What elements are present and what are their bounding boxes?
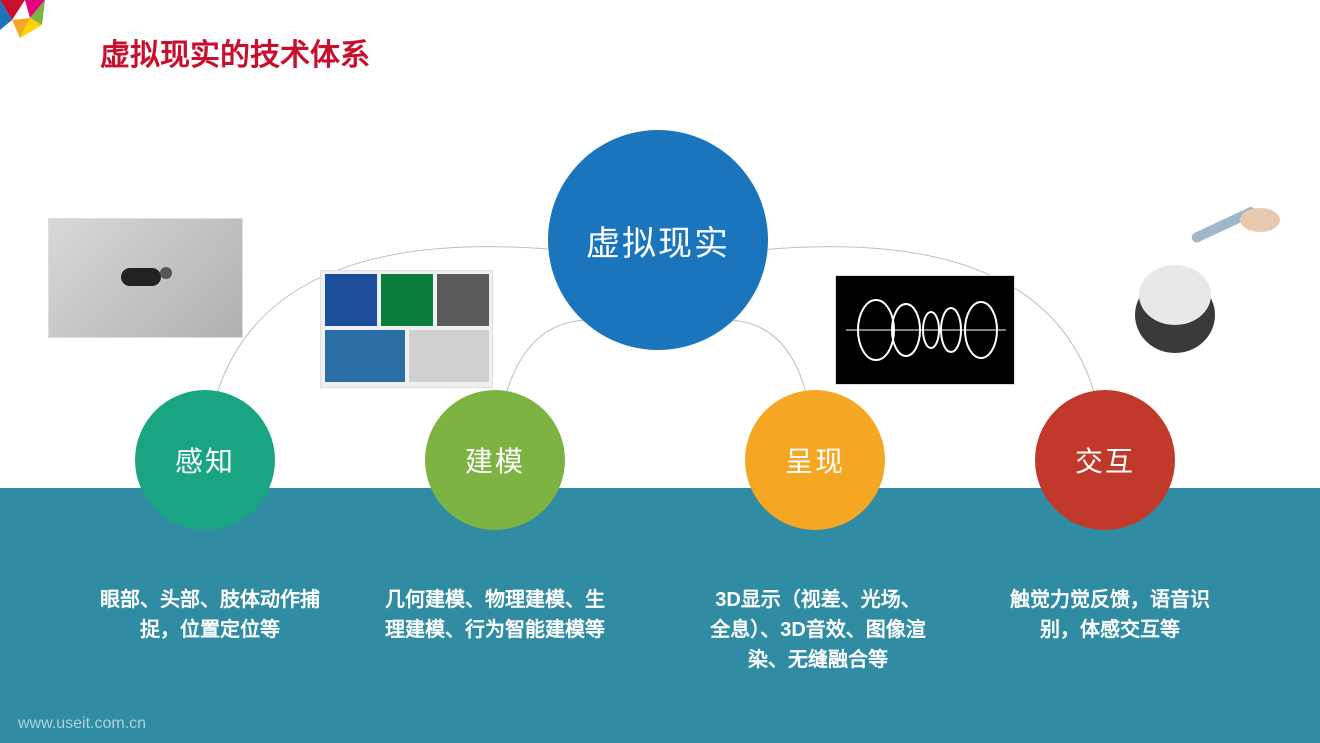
image-interaction (1095, 195, 1290, 360)
node-interaction-label: 交互 (1075, 440, 1135, 480)
desc-interaction: 触觉力觉反馈，语音识别，体感交互等 (1000, 585, 1220, 645)
node-rendering-label: 呈现 (785, 440, 845, 480)
node-modeling-label: 建模 (465, 440, 525, 480)
image-modeling (320, 270, 493, 388)
desc-perception: 眼部、头部、肢体动作捕捉，位置定位等 (100, 585, 320, 645)
node-perception: 感知 (135, 390, 275, 530)
center-node-label: 虚拟现实 (586, 216, 730, 265)
corner-logo (0, 0, 60, 60)
node-rendering: 呈现 (745, 390, 885, 530)
center-node: 虚拟现实 (548, 130, 768, 350)
node-interaction: 交互 (1035, 390, 1175, 530)
image-perception (48, 218, 243, 338)
desc-rendering: 3D显示（视差、光场、全息）、3D音效、图像渲染、无缝融合等 (708, 585, 928, 675)
node-perception-label: 感知 (175, 440, 235, 480)
page-title: 虚拟现实的技术体系 (100, 30, 370, 74)
watermark: www.useit.com.cn (18, 715, 146, 733)
node-modeling: 建模 (425, 390, 565, 530)
desc-modeling: 几何建模、物理建模、生理建模、行为智能建模等 (385, 585, 605, 645)
image-rendering (835, 275, 1015, 385)
